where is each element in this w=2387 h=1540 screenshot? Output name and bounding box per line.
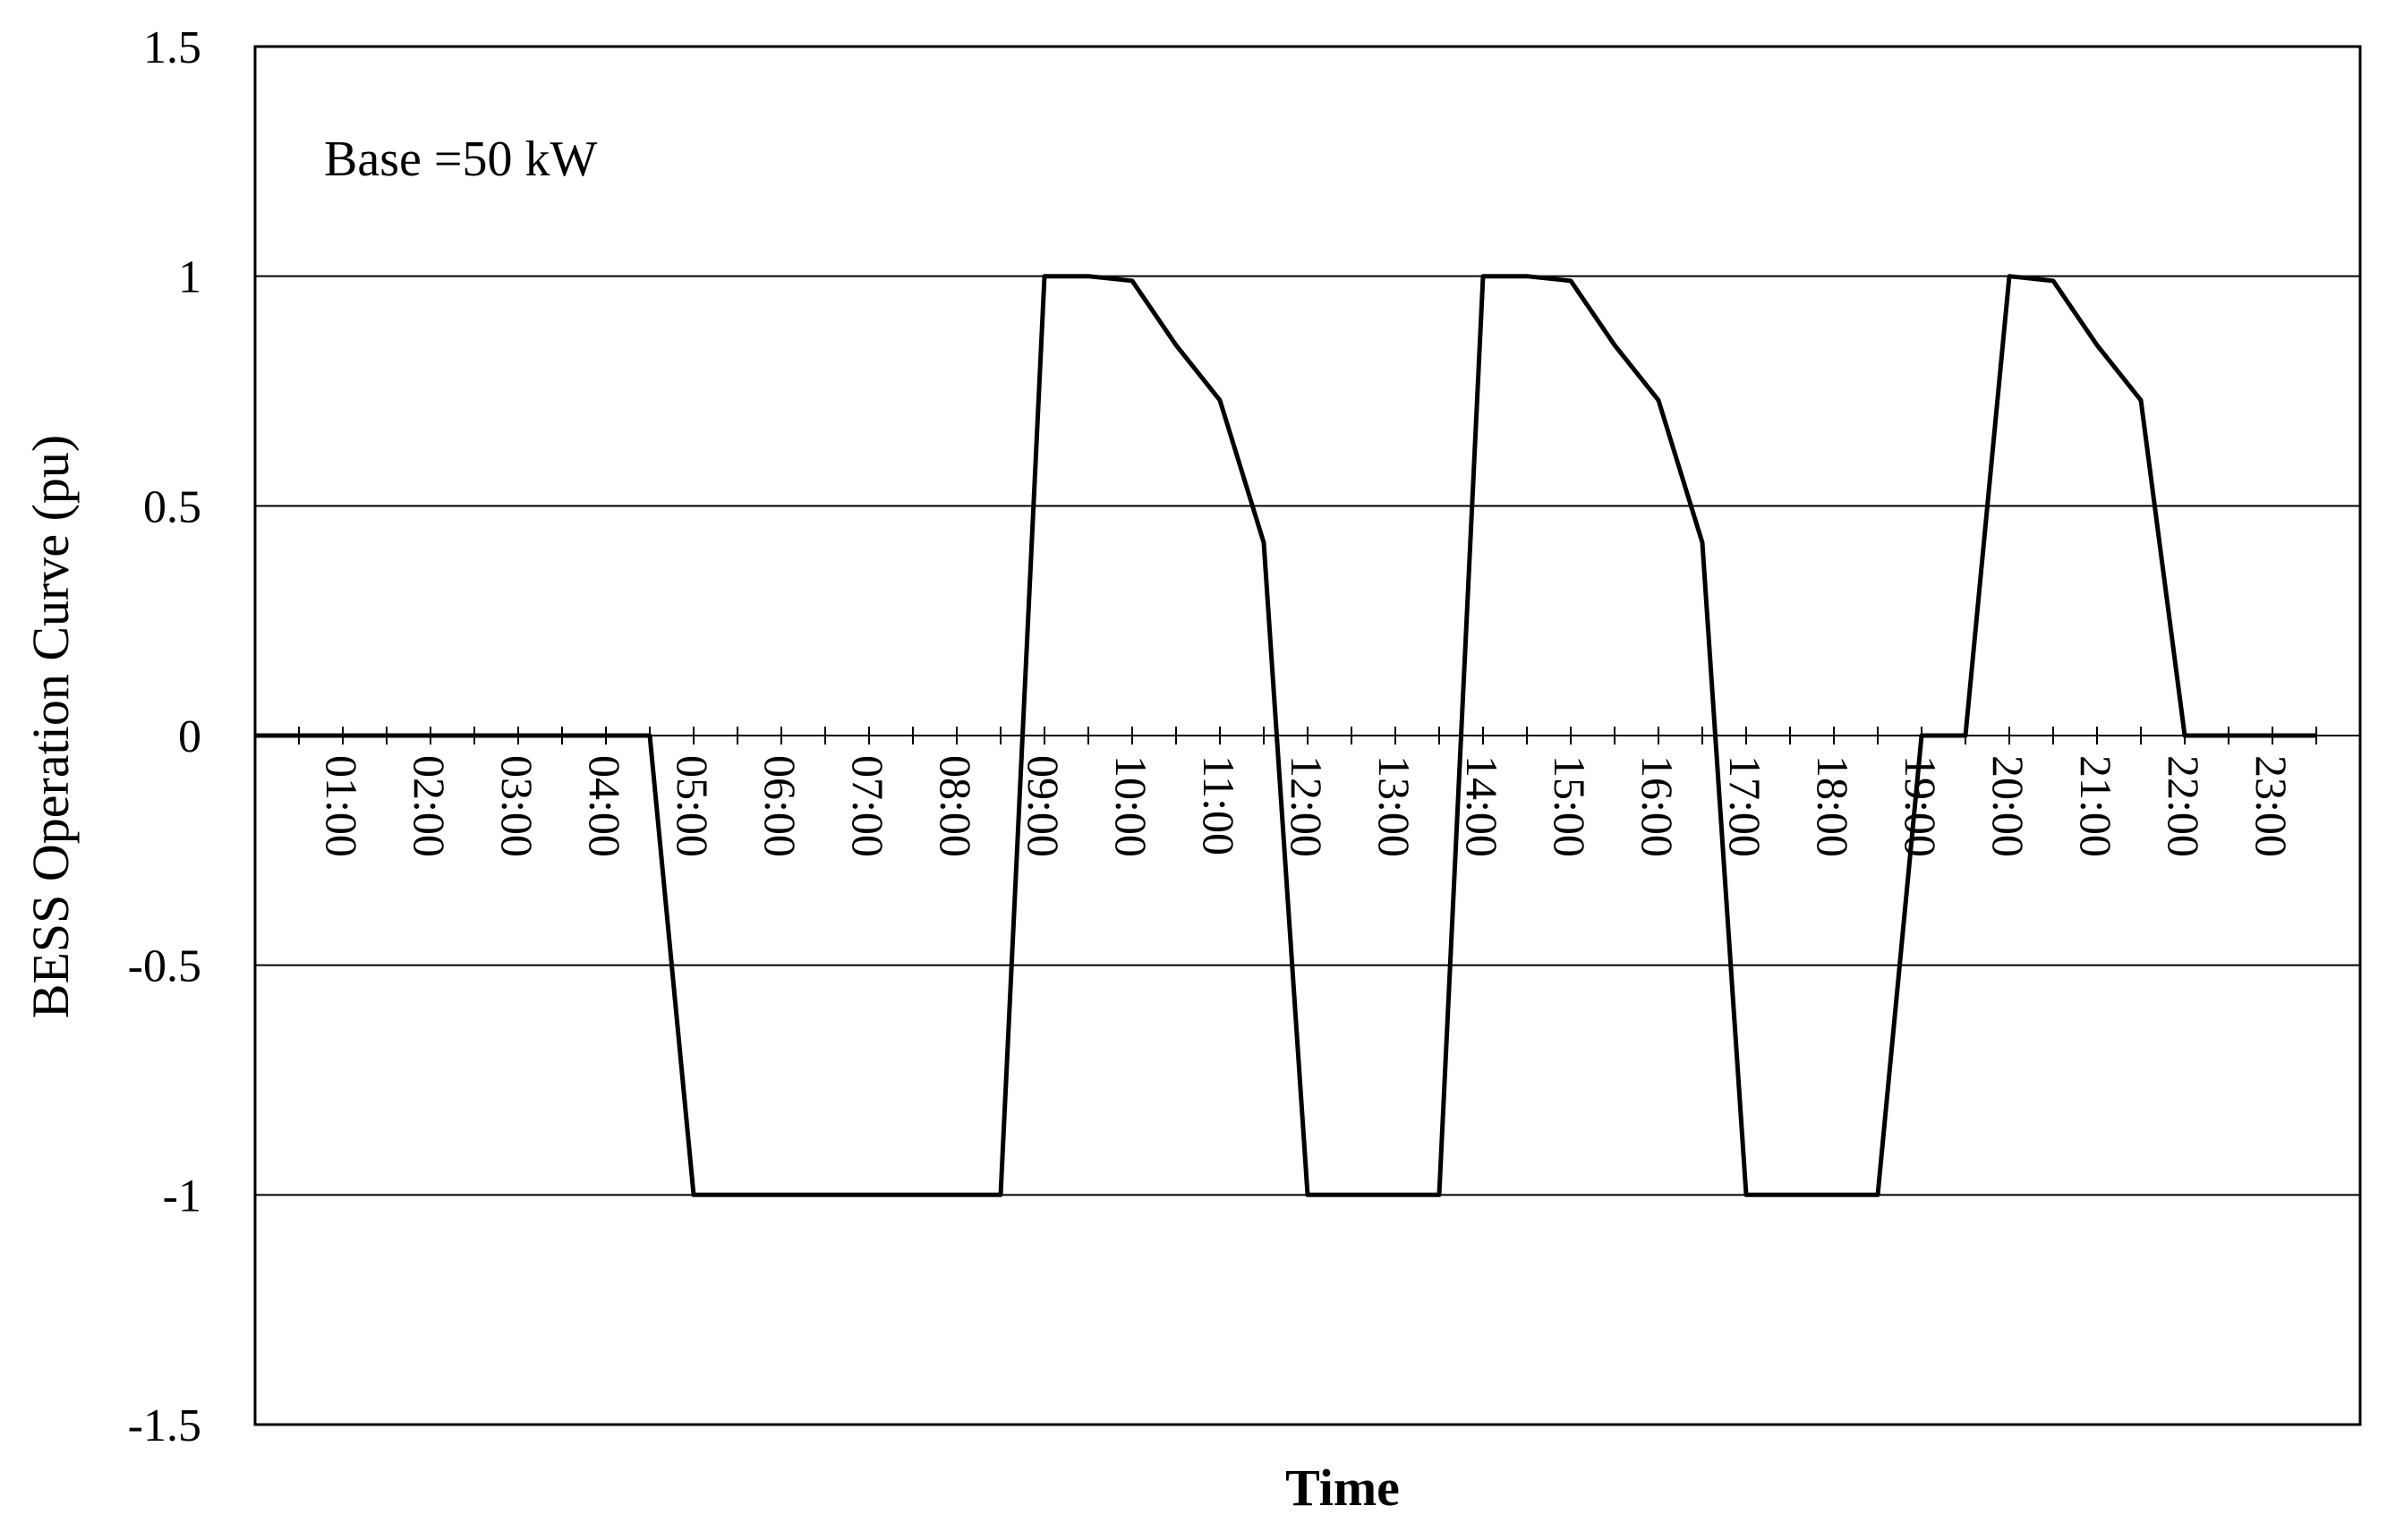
y-tick-label: -0.5 (128, 941, 201, 992)
x-tick-label: 21:00 (2071, 755, 2121, 857)
x-tick-labels: 01:00 02:00 03:00 04:00 05:00 06:00 07:00 08:00… (317, 755, 2297, 857)
x-tick-label: 19:00 (1896, 755, 1946, 857)
x-tick-label: 13:00 (1369, 755, 1419, 857)
y-tick-label: 1 (178, 252, 201, 303)
x-tick-label: 12:00 (1282, 755, 1332, 857)
y-tick-label: -1.5 (128, 1400, 201, 1451)
plot-frame (253, 45, 2362, 1426)
y-tick-label: 1.5 (143, 22, 201, 73)
x-tick-label: 18:00 (1808, 755, 1858, 857)
x-axis-title: Time (1285, 1459, 1400, 1517)
x-tick-label: 16:00 (1633, 755, 1683, 857)
x-tick-label: 22:00 (2159, 755, 2209, 857)
x-tick-label: 04:00 (580, 755, 630, 857)
annotation: Base =50 kW (324, 132, 597, 187)
x-tick-label: 20:00 (1983, 755, 2033, 857)
x-tick-label: 01:00 (317, 755, 367, 857)
x-tick-label: 11:00 (1194, 755, 1244, 855)
y-tick-label: -1 (163, 1170, 201, 1221)
x-tick-label: 10:00 (1106, 755, 1156, 857)
x-tick-label: 23:00 (2246, 755, 2297, 857)
x-tick-label: 07:00 (843, 755, 893, 857)
x-tick-label: 14:00 (1457, 755, 1507, 857)
y-tick-label: 0.5 (143, 481, 201, 532)
x-tick-label: 09:00 (1019, 755, 1069, 857)
x-tick-label: 17:00 (1720, 755, 1770, 857)
x-tick-label: 15:00 (1545, 755, 1595, 857)
x-tick-label: 06:00 (755, 755, 806, 857)
y-axis-title: BESS Operation Curve (pu) (21, 435, 80, 1018)
x-tick-label: 02:00 (405, 755, 455, 857)
x-tick-label: 08:00 (931, 755, 981, 857)
y-tick-labels: 1.5 1 0.5 0 -0.5 -1 -1.5 (128, 22, 201, 1451)
x-tick-label: 05:00 (668, 755, 718, 857)
y-tick-label: 0 (178, 711, 201, 762)
series-line (255, 274, 2316, 1197)
x-tick-label: 03:00 (492, 755, 542, 857)
